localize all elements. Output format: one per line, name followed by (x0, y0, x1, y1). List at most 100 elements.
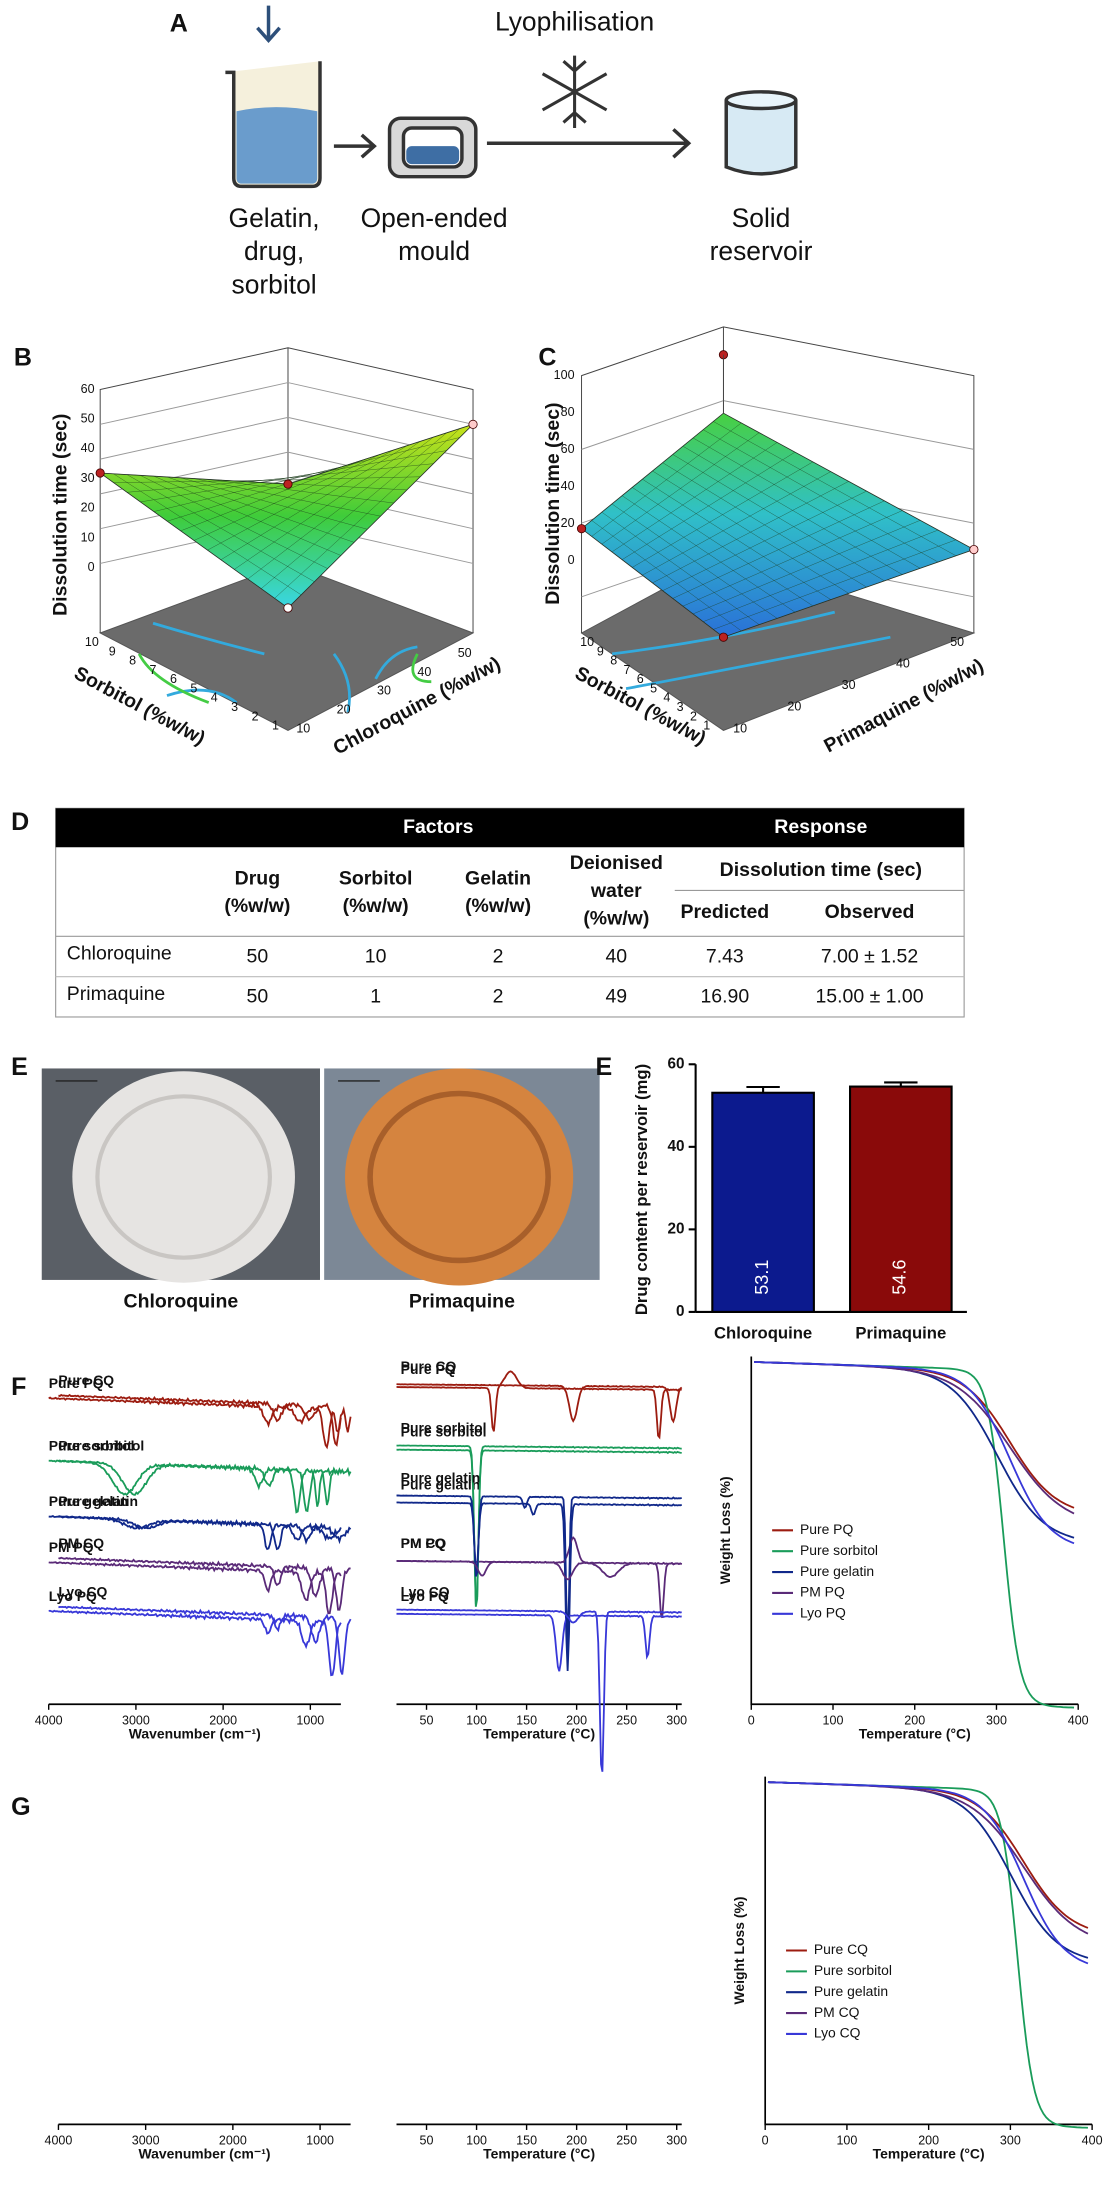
y-tick-label: 60 (667, 1055, 684, 1072)
column-header: Gelatin (465, 867, 531, 889)
trace-label: PM CQ (58, 1535, 104, 1551)
column-header: Drug (235, 867, 280, 889)
design-point (718, 632, 729, 642)
trace-label: Pure sorbitol (401, 1424, 487, 1440)
tick-label: 2 (690, 709, 697, 723)
x-tick-label: 3000 (122, 1713, 150, 1727)
sub-header: Dissolution time (sec) (720, 859, 922, 881)
tga-curve (767, 1781, 1089, 1965)
column-header: (%w/w) (465, 895, 531, 917)
x-tick-label: 300 (666, 2133, 687, 2147)
tick-label: 9 (597, 644, 604, 658)
design-point (95, 468, 105, 478)
label: mould (398, 236, 470, 266)
spectrum (396, 1444, 682, 1607)
tick-label: 1 (703, 719, 710, 733)
tick-label: 20 (561, 516, 575, 530)
design-point (576, 524, 587, 534)
trace-label: Pure PQ (49, 1375, 104, 1391)
tick-label: 10 (85, 635, 99, 649)
cell: 16.90 (700, 986, 749, 1008)
error-bar (884, 1081, 918, 1087)
cell: 40 (605, 945, 627, 967)
cell: 1 (370, 986, 381, 1008)
column-header: Observed (825, 901, 915, 923)
trace-label: Lyo CQ (401, 1584, 450, 1600)
legend-entry: PM PQ (800, 1584, 845, 1600)
tga-curve (754, 1361, 1075, 1509)
tick-label: 6 (637, 672, 644, 686)
legend-entry: Pure sorbitol (814, 1962, 892, 1978)
trace-label: Pure gelatin (49, 1493, 129, 1509)
x-tick-label: 250 (616, 1713, 637, 1727)
column-header: Predicted (680, 901, 769, 923)
tick-label: 7 (150, 663, 157, 677)
tick-label: 0 (88, 560, 95, 574)
label: Wavenumber (cm⁻¹) (139, 2146, 271, 2162)
trace-label: Pure gelatin (401, 1470, 481, 1486)
spectrum (48, 1609, 342, 1677)
row-label: Primaquine (67, 983, 165, 1005)
column-header: (%w/w) (583, 908, 649, 930)
bar (849, 1085, 953, 1313)
tick-label: 40 (896, 657, 910, 671)
label: E (595, 1053, 612, 1081)
surface-mesh (581, 412, 974, 638)
x-tick-label: 400 (1068, 1713, 1089, 1727)
x-tick-label: 1000 (306, 2133, 334, 2147)
spectrum (58, 1515, 352, 1551)
tick-label: 6 (170, 672, 177, 686)
x-tick-label: 300 (1000, 2133, 1021, 2147)
tick-label: 10 (580, 635, 594, 649)
label: E (11, 1053, 28, 1081)
trace-label: Pure gelatin (401, 1476, 481, 1492)
panel-letter: A (170, 10, 188, 38)
tga-curve (754, 1361, 1075, 1545)
tick-label: 10 (733, 721, 747, 735)
tick-label: 7 (624, 663, 631, 677)
tga-curve (754, 1361, 1075, 1515)
x-tick-label: 200 (904, 1713, 925, 1727)
x-tick-label: 200 (566, 1713, 587, 1727)
trace-label: Lyo CQ (58, 1584, 107, 1600)
x-tick-label: 2000 (219, 2133, 247, 2147)
trace-label: Pure sorbitol (58, 1438, 144, 1454)
trace-label: Lyo PQ (401, 1588, 449, 1604)
column-header: Sorbitol (339, 867, 413, 889)
spectrum (58, 1556, 351, 1611)
trace-label: PM PQ (401, 1535, 446, 1551)
x-tick-label: 1000 (296, 1713, 324, 1727)
legend-entry: Pure CQ (814, 1941, 868, 1957)
cell: 10 (365, 945, 387, 967)
x-tick-label: 150 (516, 2133, 537, 2147)
design-point (468, 419, 478, 429)
cell: 7.43 (706, 945, 744, 967)
x-tick-label: 3000 (132, 2133, 160, 2147)
design-point (283, 603, 293, 613)
x-tick-label: 150 (516, 1713, 537, 1727)
spectrum (396, 1612, 682, 1672)
tick-label: 8 (129, 654, 136, 668)
label: Temperature (°C) (483, 1726, 595, 1742)
y-tick-label: 20 (667, 1220, 684, 1237)
legend-entry: Lyo CQ (814, 2025, 861, 2041)
tick-label: 2 (252, 709, 259, 723)
design-point (969, 544, 979, 555)
tick-label: 50 (81, 412, 95, 426)
legend-entry: Pure gelatin (800, 1563, 874, 1579)
x-tick-label: 250 (616, 2133, 637, 2147)
label: Primaquine (409, 1290, 515, 1312)
x-tick-label: 300 (666, 1713, 687, 1727)
legend-entry: Lyo PQ (800, 1604, 846, 1620)
label: reservoir (710, 236, 813, 266)
trace-label: Pure CQ (401, 1358, 457, 1374)
spectrum (396, 1370, 682, 1440)
tick-label: 40 (417, 665, 431, 679)
x-tick-label: 200 (918, 2133, 939, 2147)
x-tick-label: 4000 (35, 1713, 63, 1727)
label: G (11, 1793, 30, 1821)
bar (711, 1091, 815, 1313)
spectrum (396, 1448, 682, 1605)
label: Drug content per reservoir (mg) (632, 1064, 651, 1315)
